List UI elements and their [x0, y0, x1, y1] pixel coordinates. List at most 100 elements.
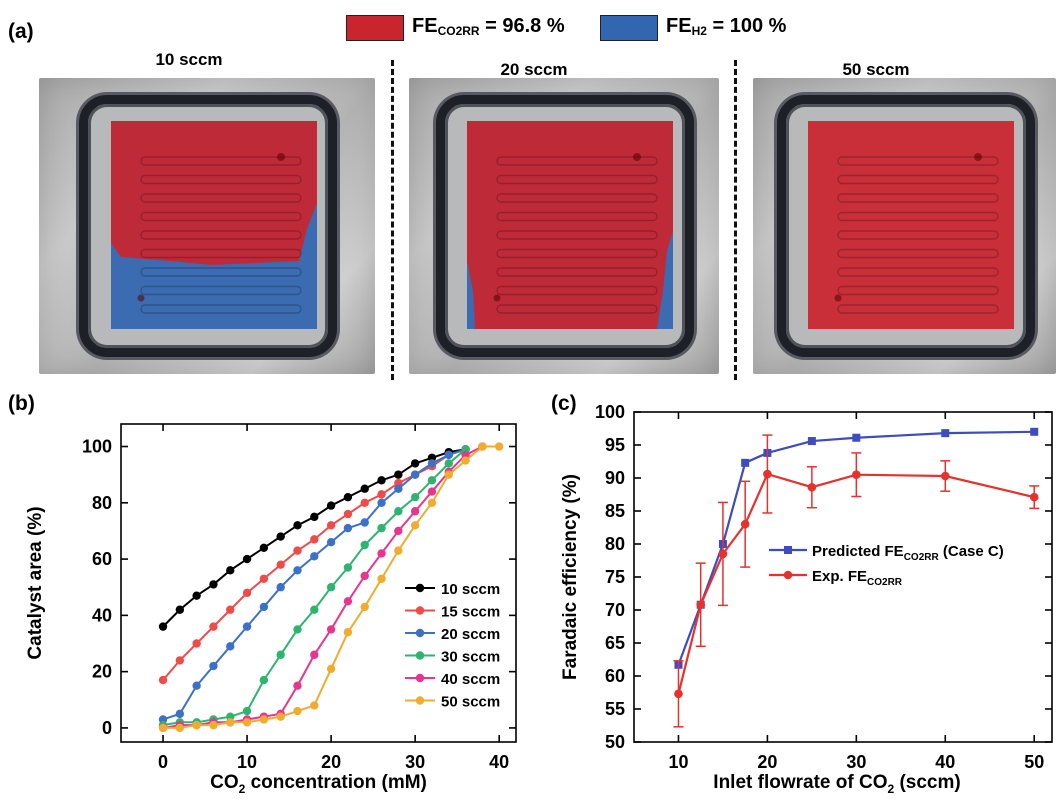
channel-groove	[140, 248, 302, 259]
legend-marker	[415, 673, 425, 683]
channel-groove	[140, 211, 302, 222]
x-axis-label-sub: 2	[239, 782, 246, 796]
data-point	[343, 563, 353, 572]
legend-label: 10 sccm	[441, 581, 500, 598]
data-point	[175, 656, 185, 665]
x-tick-label: 10	[237, 752, 257, 772]
legend-swatch-co2rr	[346, 15, 404, 41]
port-marker	[493, 294, 501, 302]
data-point	[326, 501, 336, 510]
photo-title-20sccm: 20 sccm	[500, 60, 568, 79]
co2rr-region	[467, 121, 673, 329]
chart-c-faradaic-efficiency: 10 20 30 40 50 50 55 60 65 70 75 80 85 90 95 100 Faradai…	[560, 402, 1053, 796]
x-axis-label-sub: 2	[887, 782, 894, 796]
legend-label: 20 sccm	[441, 626, 500, 643]
y-tick-label: 65	[605, 633, 625, 653]
x-tick-label: 0	[158, 752, 168, 772]
data-point	[940, 471, 950, 481]
data-point	[326, 521, 336, 530]
data-point	[293, 681, 302, 690]
data-point	[394, 507, 403, 516]
data-point	[276, 712, 285, 721]
data-point	[410, 507, 420, 516]
data-point	[941, 429, 950, 438]
y-tick-label: 50	[605, 732, 625, 752]
y-tick-label: 75	[605, 567, 625, 587]
channel-groove	[496, 193, 658, 203]
y-tick-label: 55	[605, 699, 625, 719]
data-point	[226, 605, 235, 614]
channel-groove	[496, 285, 658, 296]
channel-groove	[837, 248, 999, 259]
data-point	[360, 484, 369, 493]
data-point	[310, 701, 319, 710]
plot-frame	[120, 423, 517, 743]
divider-dashed-1	[391, 60, 394, 380]
x-tick-label: 20	[321, 752, 341, 772]
cell-photo-20sccm	[409, 78, 719, 374]
x-axis-label-main: CO	[210, 772, 239, 793]
data-point	[410, 492, 420, 502]
data-point	[360, 602, 369, 612]
data-point	[326, 537, 336, 547]
data-point	[310, 535, 319, 544]
y-tick-label: 85	[605, 501, 625, 521]
data-point	[427, 476, 437, 485]
data-point	[763, 469, 772, 479]
data-point	[192, 720, 201, 730]
data-point	[427, 487, 437, 496]
data-point	[259, 574, 269, 583]
port-marker	[137, 294, 145, 302]
data-point	[175, 723, 185, 733]
y-tick-label: 80	[605, 534, 625, 554]
series-30-sccm: 30 sccm	[158, 445, 500, 730]
data-point	[259, 543, 269, 553]
channel-groove	[140, 267, 302, 277]
data-point	[718, 549, 728, 559]
legend-label-sub: CO2RR	[904, 552, 940, 563]
data-point	[377, 549, 386, 558]
x-tick-label: 50	[1024, 752, 1044, 772]
data-point	[276, 583, 285, 592]
data-point	[326, 583, 336, 592]
data-point	[226, 566, 235, 575]
data-point	[410, 470, 420, 479]
y-tick-label: 70	[605, 600, 625, 620]
x-axis-label-rest: concentration (mM)	[245, 772, 427, 793]
data-point	[326, 625, 336, 634]
channel-groove	[496, 230, 658, 240]
catalyst-map-50sccm	[808, 121, 1014, 329]
x-axis-label: Inlet flowrate of CO2 (sccm)	[713, 772, 960, 796]
data-point	[293, 546, 302, 555]
series-10-sccm: 10 sccm	[158, 445, 500, 631]
panel-b-label: (b)	[8, 392, 35, 415]
data-point	[377, 498, 386, 507]
legend-label: 50 sccm	[441, 694, 500, 711]
data-point	[310, 650, 319, 659]
legend-marker	[415, 583, 425, 593]
data-point	[276, 532, 285, 541]
channel-groove	[496, 156, 658, 166]
data-point	[427, 498, 437, 507]
data-point	[242, 588, 252, 598]
x-tick-label: 20	[757, 752, 777, 772]
data-point	[394, 484, 403, 493]
x-tick-label: 30	[846, 752, 866, 772]
data-point	[175, 709, 185, 719]
channel-groove	[837, 211, 999, 222]
catalyst-map-20sccm	[467, 121, 673, 329]
co2rr-region	[111, 121, 317, 265]
flow-channels	[493, 153, 658, 314]
channel-groove	[496, 304, 658, 314]
data-point	[310, 512, 319, 522]
data-point	[293, 566, 302, 575]
y-tick-label: 20	[92, 662, 112, 682]
y-tick-label: 0	[102, 718, 112, 738]
data-point	[394, 526, 403, 536]
channel-groove	[140, 230, 302, 240]
data-point	[158, 622, 168, 631]
data-point	[444, 450, 453, 460]
x-tick-label: 30	[405, 752, 425, 772]
channel-groove	[837, 156, 999, 166]
port-marker	[633, 153, 641, 161]
